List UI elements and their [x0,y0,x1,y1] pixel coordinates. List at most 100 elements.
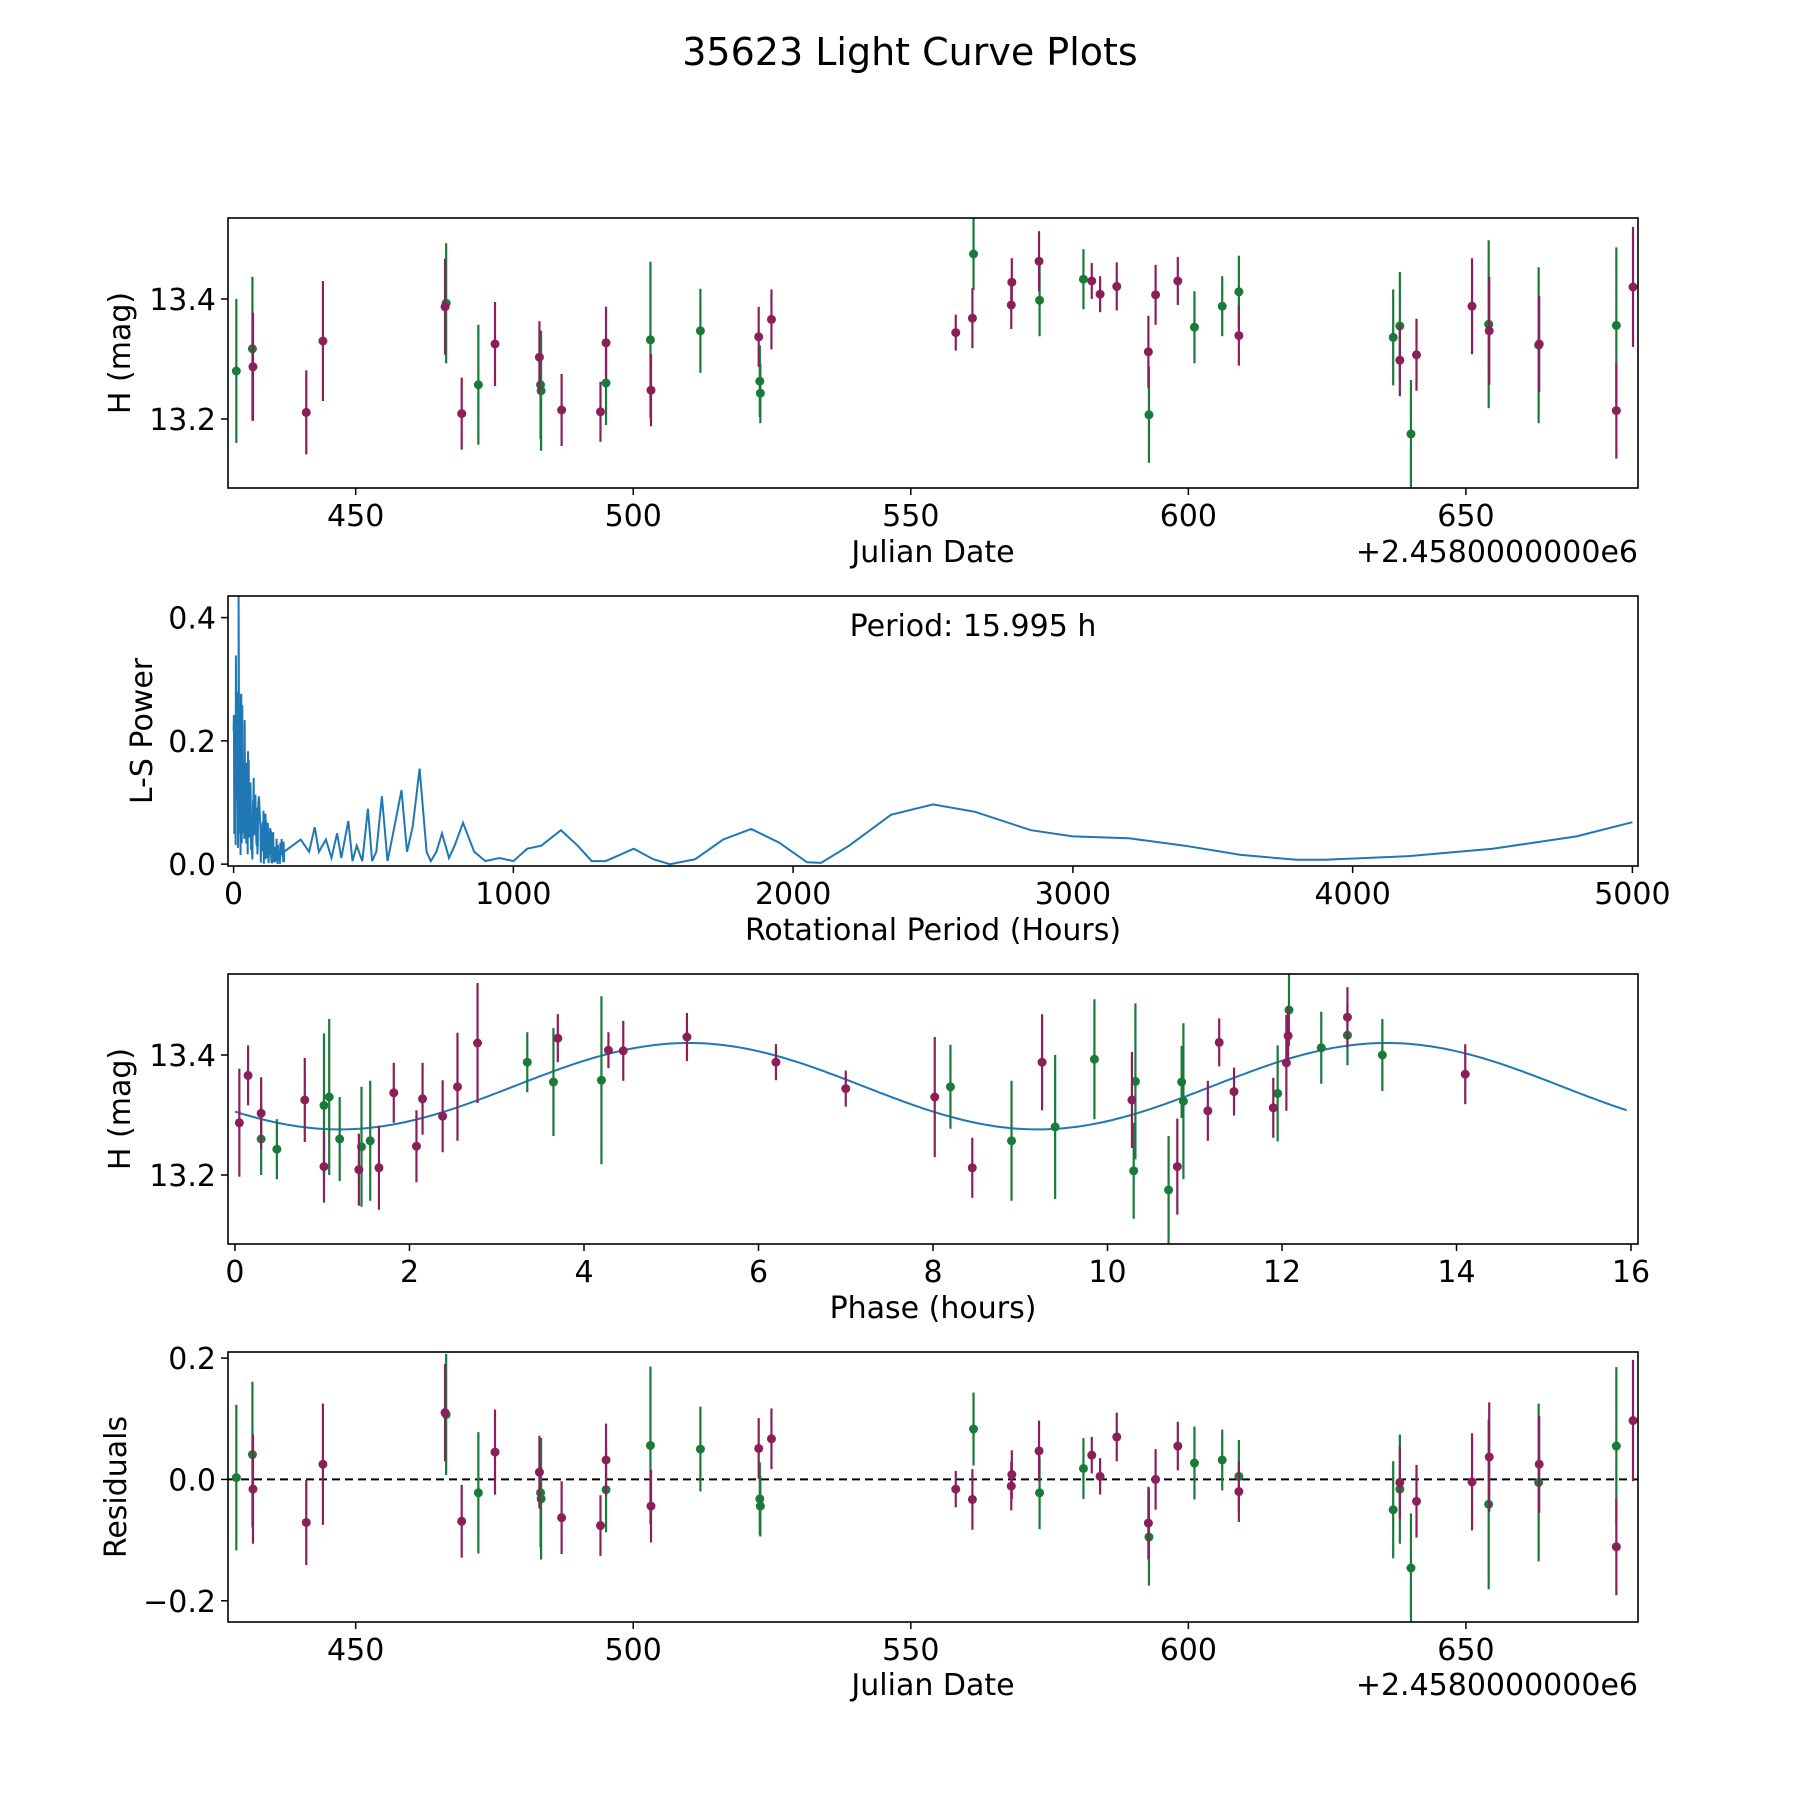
y-tick-label: 13.4 [149,1039,216,1074]
data-point [1143,1518,1153,1528]
y-tick-label: 13.2 [149,1159,216,1194]
data-point [601,378,611,388]
data-point [1078,1463,1088,1473]
x-tick-label: 4000 [1314,877,1390,912]
data-point [301,407,311,417]
data-point [695,1444,705,1454]
y-axis-label: Residuals [99,1416,134,1558]
data-point [1316,1043,1326,1053]
data-point [234,1118,244,1128]
fit-curve [234,1042,1628,1131]
x-tick-label: 450 [327,1633,384,1668]
data-point [754,1443,764,1453]
data-point [951,328,961,338]
data-point [231,366,241,376]
x-tick-label: 500 [605,499,662,534]
data-point [595,1521,605,1531]
data-point [1172,1162,1182,1172]
data-point [682,1032,692,1042]
x-tick-label: 550 [882,499,939,534]
data-point [1217,1455,1227,1465]
data-point [1089,1054,1099,1064]
data-point [1007,1136,1017,1146]
y-tick-label: 0.2 [168,725,216,760]
data-point [1388,1505,1398,1515]
data-point [1130,1076,1140,1086]
x-axis-label: Julian Date [849,535,1014,570]
data-point [374,1163,384,1173]
series-filter-purple [234,983,1470,1215]
data-point [1129,1166,1139,1176]
data-point [1007,1470,1017,1480]
data-point [548,1077,558,1087]
data-point [1234,331,1244,341]
data-point [248,1484,258,1494]
x-tick-label: 2 [400,1255,419,1290]
data-point [1342,1012,1352,1022]
data-point [256,1108,266,1118]
data-point [695,326,705,336]
figure-title: 35623 Light Curve Plots [682,30,1137,74]
data-point [1143,347,1153,357]
data-point [1628,282,1638,292]
plot-area-periodogram [232,596,1633,866]
x-axis-label: Phase (hours) [830,1291,1037,1326]
data-point [1034,1446,1044,1456]
data-point [457,1516,467,1526]
plot-area-light-curve [231,218,1638,488]
data-point [646,1501,656,1511]
data-point [1460,1069,1470,1079]
data-point [1177,1077,1187,1087]
data-point [557,1513,567,1523]
y-axis-label: L-S Power [125,657,160,804]
data-point [1395,1477,1405,1487]
data-point [1214,1037,1224,1047]
data-point [522,1057,532,1067]
data-point [231,1473,241,1483]
y-tick-label: 13.4 [149,283,216,318]
data-point [1050,1122,1060,1132]
x-tick-label: 600 [1160,499,1217,534]
data-point [967,1163,977,1173]
data-point [324,1092,334,1102]
data-point [536,386,546,396]
data-point [1095,1471,1105,1481]
x-tick-label: 5000 [1594,877,1670,912]
data-point [841,1084,851,1094]
data-point [1173,276,1183,286]
data-point [1127,1095,1137,1105]
data-point [969,1424,979,1434]
axes-frame [227,1351,1639,1623]
x-tick-label: 450 [327,499,384,534]
x-tick-label: 12 [1263,1255,1301,1290]
data-point [646,385,656,395]
data-point [595,407,605,417]
data-point [1164,1185,1174,1195]
data-point [1087,1450,1097,1460]
data-point [418,1094,428,1104]
x-tick-label: 500 [605,1633,662,1668]
data-point [1144,410,1154,420]
data-point [755,388,765,398]
data-point [1412,350,1422,360]
x-tick-label: 8 [923,1255,942,1290]
series-filter-purple [248,227,1638,459]
data-point [389,1088,399,1098]
panel-phase-folded: 0 2 4 6 8 10 12 14 16 13.2 13.4 Phase (hours) H (mag… [103,973,1650,1326]
data-point [1189,1458,1199,1468]
data-point [1406,429,1416,439]
x-tick-label: 0 [225,1255,244,1290]
data-point [969,249,979,259]
data-point [1087,276,1097,286]
data-point [1406,1563,1416,1573]
data-point [1268,1103,1278,1113]
data-point [354,1165,364,1175]
data-point [438,1111,448,1121]
x-tick-label: 4 [574,1255,593,1290]
data-point [319,1162,329,1172]
plot-area-residuals [228,1353,1638,1622]
data-point [1035,1488,1045,1498]
